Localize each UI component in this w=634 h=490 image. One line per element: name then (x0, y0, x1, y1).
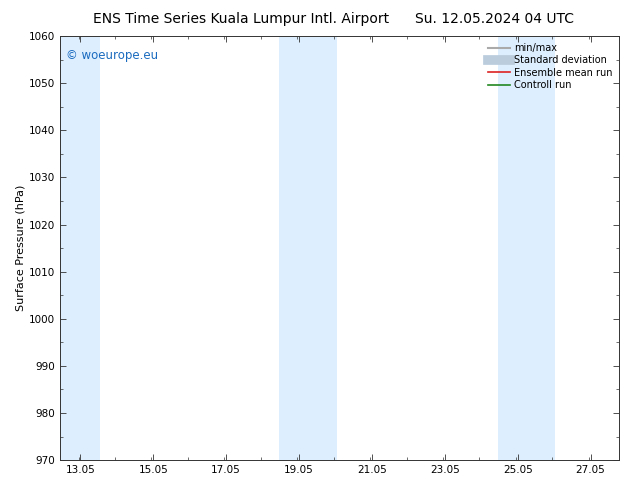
Text: Su. 12.05.2024 04 UTC: Su. 12.05.2024 04 UTC (415, 12, 574, 26)
Y-axis label: Surface Pressure (hPa): Surface Pressure (hPa) (15, 185, 25, 311)
Bar (279, 36, 337, 460)
Text: © woeurope.eu: © woeurope.eu (66, 49, 158, 62)
Legend: min/max, Standard deviation, Ensemble mean run, Controll run: min/max, Standard deviation, Ensemble me… (486, 41, 614, 92)
Bar (498, 36, 555, 460)
Text: ENS Time Series Kuala Lumpur Intl. Airport: ENS Time Series Kuala Lumpur Intl. Airpo… (93, 12, 389, 26)
Bar (60, 36, 100, 460)
